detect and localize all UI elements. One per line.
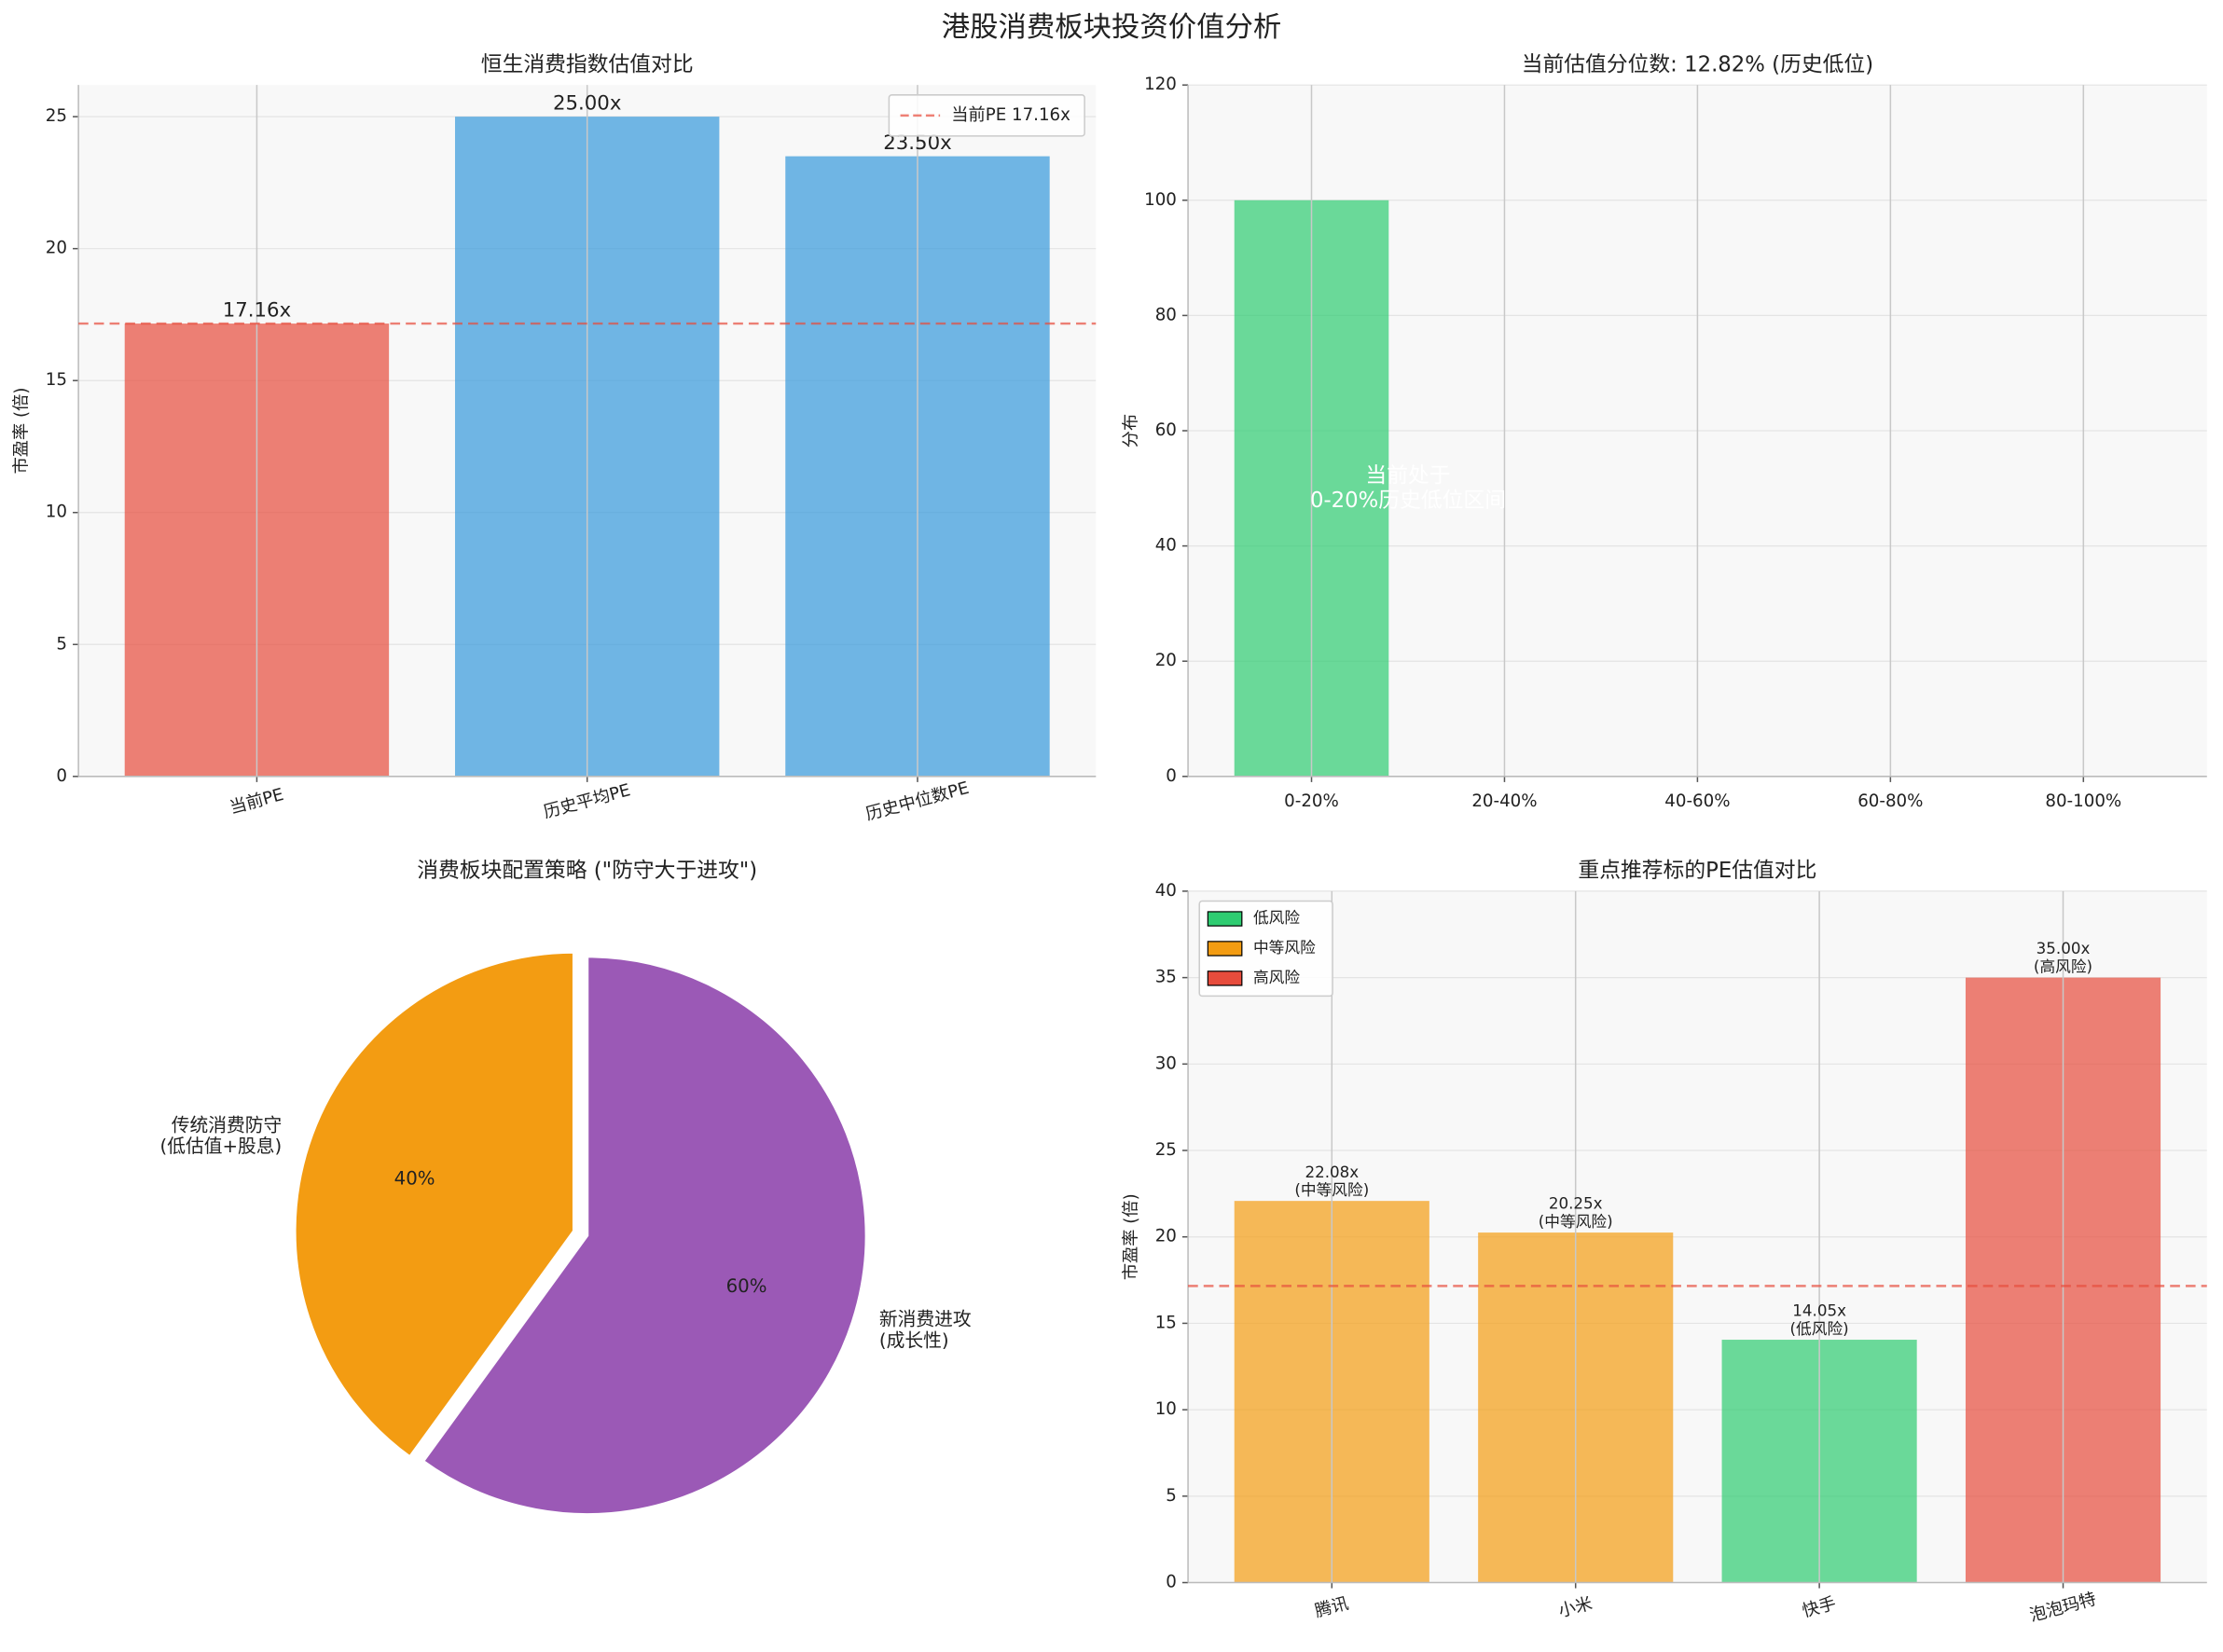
slice-label: 传统消费防守(低估值+股息) xyxy=(160,1114,283,1157)
legend-swatch xyxy=(1207,911,1243,927)
value-label: 22.08x (中等风险) xyxy=(1294,1162,1369,1198)
text-line: 14.05x xyxy=(1792,1301,1846,1319)
slice-label: 新消费进攻(成长性) xyxy=(879,1308,972,1351)
text-line: 22.08x xyxy=(1305,1162,1359,1180)
x-tick-label: 快手 xyxy=(1801,1594,1839,1622)
y-tick-label: 10 xyxy=(46,502,67,522)
y-tick-label: 35 xyxy=(1155,968,1177,987)
y-tick-label: 80 xyxy=(1155,305,1177,324)
y-axis-label: 市盈率 (倍) xyxy=(1121,1193,1140,1280)
pie-slice xyxy=(421,955,868,1517)
chart-title: 重点推荐标的PE估值对比 xyxy=(1578,859,1816,883)
x-tick-label: 40-60% xyxy=(1664,792,1730,811)
x-tick-label: 历史中位数PE xyxy=(863,778,971,825)
text-line: 新消费进攻 xyxy=(879,1308,972,1329)
y-tick-label: 40 xyxy=(1155,536,1177,556)
text-line: 20.25x xyxy=(1549,1193,1603,1212)
chart-title: 消费板块配置策略 ("防守大于进攻") xyxy=(417,859,757,883)
legend-swatch xyxy=(1207,971,1243,986)
slice-value-label: 60% xyxy=(726,1275,767,1297)
x-tick-label: 当前PE xyxy=(228,785,285,819)
slice-value-label: 40% xyxy=(394,1168,435,1190)
y-tick-label: 20 xyxy=(1155,651,1177,670)
y-tick-label: 5 xyxy=(1166,1486,1177,1506)
legend-box xyxy=(888,94,1085,137)
chart-title: 当前估值分位数: 12.82% (历史低位) xyxy=(1522,52,1873,76)
y-tick-label: 20 xyxy=(1155,1227,1177,1246)
chart-title: 恒生消费指数估值对比 xyxy=(481,52,694,76)
value-label: 14.05x (低风险) xyxy=(1790,1301,1849,1337)
legend-label: 高风险 xyxy=(1253,968,1300,986)
y-tick-label: 0 xyxy=(1166,1573,1177,1592)
y-axis-label: 分布 xyxy=(1121,414,1140,447)
x-tick-label: 0-20% xyxy=(1284,792,1339,811)
x-tick-label: 小米 xyxy=(1556,1594,1595,1622)
legend-label: 低风险 xyxy=(1253,908,1300,927)
text-line: 0-20%历史低位区间 xyxy=(1310,488,1506,512)
x-tick-label: 80-100% xyxy=(2045,792,2121,811)
figure-title: 港股消费板块投资价值分析 xyxy=(942,11,1282,44)
text-line: (低估值+股息) xyxy=(160,1136,283,1157)
y-tick-label: 60 xyxy=(1155,420,1177,440)
y-tick-label: 30 xyxy=(1155,1053,1177,1073)
y-tick-label: 100 xyxy=(1144,190,1177,210)
y-tick-label: 0 xyxy=(56,766,67,786)
text-line: (中等风险) xyxy=(1294,1180,1369,1199)
legend-swatch xyxy=(1207,941,1243,957)
x-tick-label: 泡泡玛特 xyxy=(2027,1590,2098,1626)
text-line: 当前处于 xyxy=(1365,463,1450,488)
x-tick-label: 腾讯 xyxy=(1313,1594,1351,1622)
y-tick-label: 15 xyxy=(46,370,67,390)
text-line: (中等风险) xyxy=(1539,1211,1613,1230)
text-line: (低风险) xyxy=(1790,1318,1849,1337)
annotation: 当前处于 0-20%历史低位区间 xyxy=(1310,463,1506,512)
text-line: (高风险) xyxy=(2034,957,2092,975)
value-label: 25.00x xyxy=(553,91,621,115)
pie-slice xyxy=(293,950,575,1459)
text-line: 35.00x xyxy=(2037,939,2091,957)
text-line: (成长性) xyxy=(879,1329,949,1351)
value-label: 17.16x xyxy=(223,298,291,322)
x-tick-label: 20-40% xyxy=(1471,792,1537,811)
legend-label: 当前PE 17.16x xyxy=(951,105,1070,125)
y-tick-label: 25 xyxy=(46,106,67,126)
value-label: 35.00x (高风险) xyxy=(2034,939,2092,975)
y-tick-label: 15 xyxy=(1155,1313,1177,1332)
text-line: 传统消费防守 xyxy=(172,1114,283,1136)
y-tick-label: 10 xyxy=(1155,1399,1177,1419)
y-tick-label: 40 xyxy=(1155,881,1177,901)
legend-label: 中等风险 xyxy=(1253,938,1316,957)
x-tick-label: 60-80% xyxy=(1857,792,1923,811)
y-tick-label: 5 xyxy=(56,634,67,654)
y-tick-label: 20 xyxy=(46,239,67,258)
y-tick-label: 120 xyxy=(1144,75,1177,94)
value-label: 20.25x (中等风险) xyxy=(1539,1193,1613,1230)
y-tick-label: 25 xyxy=(1155,1140,1177,1160)
y-tick-label: 0 xyxy=(1166,766,1177,786)
y-axis-label: 市盈率 (倍) xyxy=(11,388,31,475)
x-tick-label: 历史平均PE xyxy=(542,780,633,822)
